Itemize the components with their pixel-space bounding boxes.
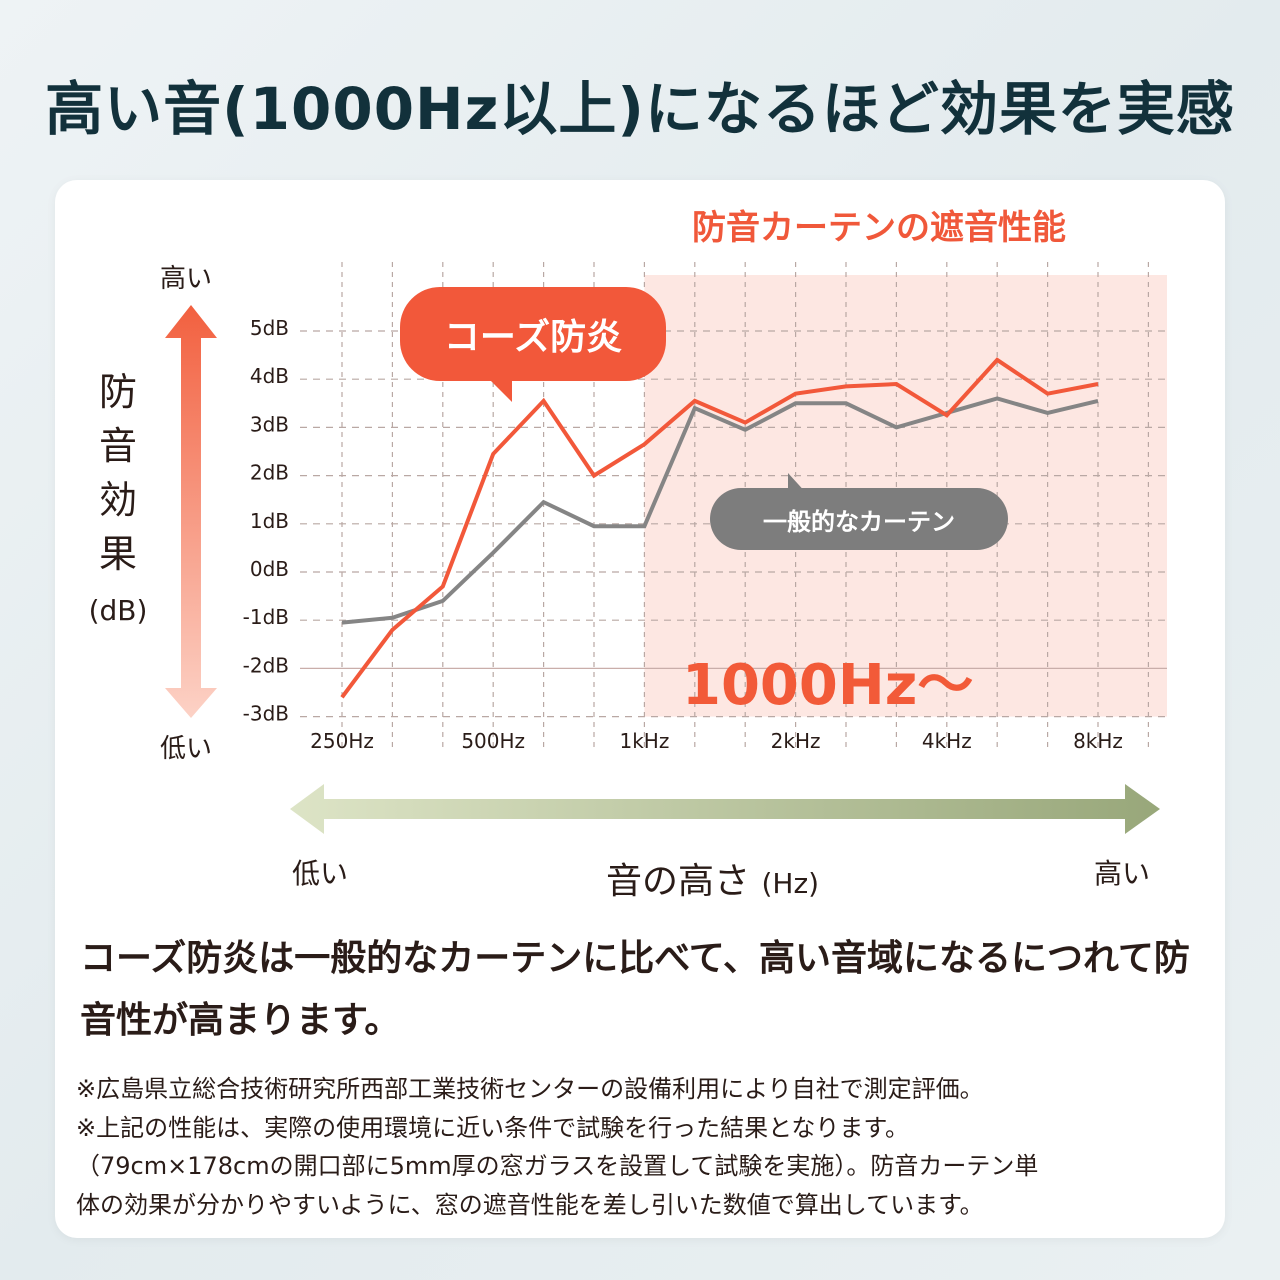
x-axis-name: 音の高さ (Hz) <box>606 852 819 904</box>
y-tick-label: 2dB <box>250 461 289 485</box>
y-tick-labels: 5dB 4dB 3dB 2dB 1dB 0dB -1dB -2dB -3dB <box>243 316 289 726</box>
horizontal-axis-arrow <box>290 784 1160 834</box>
vertical-axis-arrow <box>165 305 217 718</box>
chart-title: 防音カーテンの遮音性能 <box>692 208 1066 248</box>
y-axis-name-char: 果 <box>98 532 137 576</box>
y-axis-unit: (dB) <box>88 594 148 627</box>
y-axis-name-char: 効 <box>98 478 137 522</box>
series-lines <box>340 357 1099 699</box>
summary-statement: コーズ防炎は一般的なカーテンに比べて、高い音域になるにつれて防音性が高まります。 <box>80 938 1190 1041</box>
x-axis-high-label: 高い <box>1094 857 1151 890</box>
y-tick-label: -2dB <box>243 653 289 677</box>
y-axis-name: 防音効果 <box>88 365 148 581</box>
y-axis-low-label: 低い <box>160 734 213 764</box>
highlight-label: 1000Hz〜 <box>682 653 974 718</box>
y-axis-name-char: 音 <box>98 424 137 468</box>
y-tick-label: 4dB <box>250 364 289 388</box>
footnote: ※上記の性能は、実際の使用環境に近い条件で試験を行った結果となります。 <box>76 1113 909 1142</box>
footnote: 体の効果が分かりやすいように、窓の遮音性能を差し引いた数値で算出しています。 <box>76 1190 984 1219</box>
general-series-line <box>341 396 1099 625</box>
y-tick-label: 5dB <box>250 316 289 340</box>
x-axis-unit: (Hz) <box>761 867 820 900</box>
x-tick-label: 250Hz <box>310 729 374 753</box>
x-tick-labels: 250Hz 500Hz 1kHz 2kHz 4kHz 8kHz <box>310 729 1123 753</box>
y-tick-label: -1dB <box>243 605 289 629</box>
x-tick-label: 4kHz <box>922 729 972 753</box>
x-tick-label: 2kHz <box>771 729 821 753</box>
x-tick-label: 8kHz <box>1073 729 1123 753</box>
page-title: 高い音(1000Hz以上)になるほど効果を実感 <box>45 75 1235 143</box>
footnote: ※広島県立総合技術研究所西部工業技術センターの設備利用により自社で測定評価。 <box>76 1075 984 1103</box>
y-tick-label: 1dB <box>250 509 289 533</box>
footnotes: ※広島県立総合技術研究所西部工業技術センターの設備利用により自社で測定評価。 ※… <box>76 1070 1216 1224</box>
kose-series-line <box>340 357 1099 699</box>
general-series-label: 一般的なカーテン <box>710 488 1008 550</box>
y-axis-name-text: 防音効果 <box>88 365 148 581</box>
y-axis-name-char: 防 <box>98 370 137 414</box>
x-tick-label: 1kHz <box>619 729 669 753</box>
y-tick-label: -3dB <box>243 702 289 726</box>
x-axis-low-label: 低い <box>292 857 349 890</box>
x-tick-label: 500Hz <box>461 729 525 753</box>
x-axis-name-text: 音の高さ <box>606 861 751 902</box>
kose-series-label: コーズ防炎 <box>400 287 666 381</box>
y-axis-high-label: 高い <box>160 264 213 294</box>
y-tick-label: 0dB <box>250 557 289 581</box>
y-tick-label: 3dB <box>250 412 289 436</box>
footnote: （79cm×178cmの開口部に5mm厚の窓ガラスを設置して試験を実施）。防音カ… <box>76 1152 1039 1180</box>
